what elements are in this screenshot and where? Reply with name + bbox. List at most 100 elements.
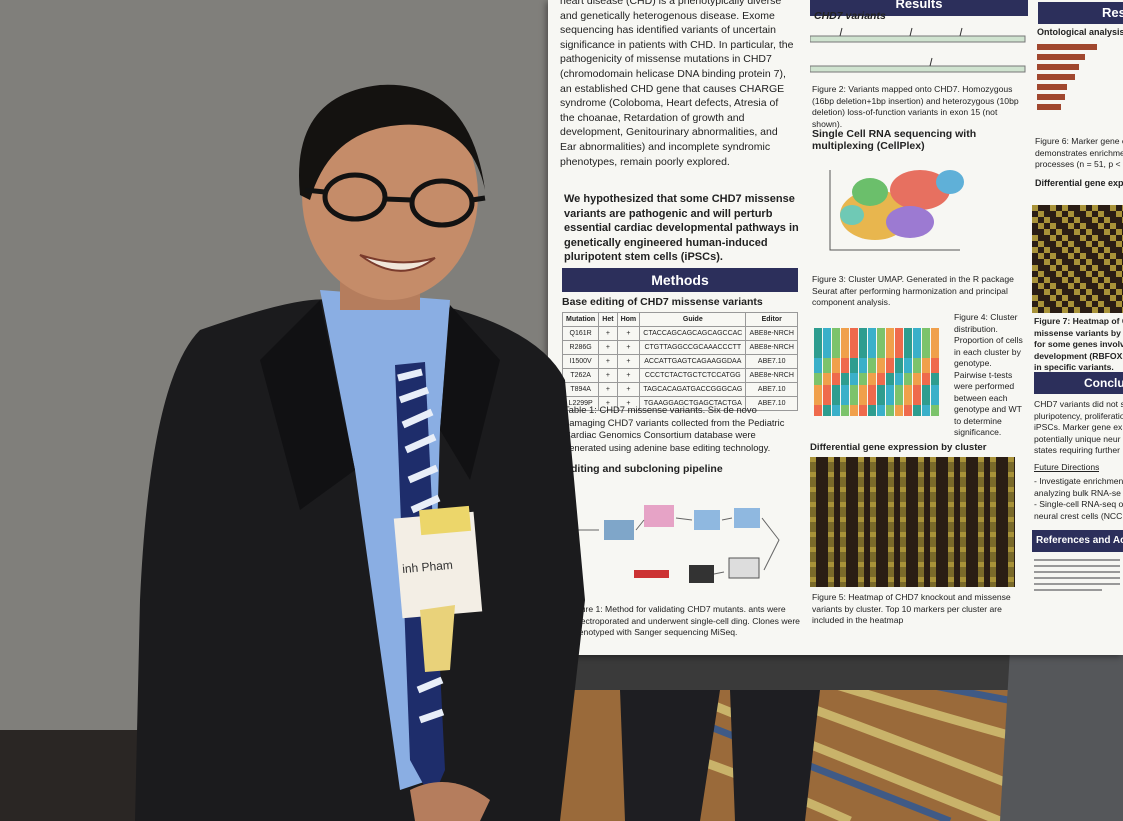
figure-graphic: [828, 547, 834, 552]
figure-graphic: [870, 462, 876, 467]
figure-graphic: [990, 577, 996, 582]
figure-graphic: [810, 467, 816, 472]
figure-graphic: [828, 542, 834, 547]
figure-graphic: [814, 373, 822, 385]
figure-graphic: [840, 517, 846, 522]
figure-graphic: [990, 517, 996, 522]
table-header: Mutation Het Hom Guide Editor: [561, 312, 798, 327]
hands: [410, 782, 490, 821]
figure-graphic: [832, 328, 840, 358]
figure-graphic: [888, 497, 894, 502]
figure-graphic: [888, 512, 894, 517]
figure-graphic: [868, 405, 876, 416]
figure-graphic: [948, 572, 954, 577]
figure-graphic: [877, 358, 885, 373]
figure-graphic: [888, 472, 894, 477]
figure-graphic: [1074, 247, 1080, 253]
figure-graphic: [978, 517, 984, 522]
figure-graphic: [850, 328, 858, 358]
figure-graphic: [990, 492, 996, 497]
carpet-pattern: [638, 675, 1102, 821]
figure-graphic: [922, 328, 930, 358]
figure-graphic: [900, 502, 906, 507]
figure-graphic: [858, 517, 864, 522]
figure-graphic: [913, 405, 921, 416]
figure-graphic: [1104, 259, 1110, 265]
figure-graphic: [858, 467, 864, 472]
figure-graphic: [1074, 229, 1080, 235]
figure-graphic: [931, 405, 939, 416]
figure-graphic: [1008, 562, 1014, 567]
figure-graphic: [888, 517, 894, 522]
table-cell: +: [598, 396, 618, 411]
figure-graphic: [1008, 532, 1014, 537]
figure-graphic: [948, 537, 954, 542]
figure-graphic: [978, 557, 984, 562]
figure-graphic: [870, 582, 876, 587]
figure-graphic: [870, 467, 876, 472]
figure-graphic: [1008, 472, 1014, 477]
figure-graphic: [841, 373, 849, 385]
figure-graphic: [948, 547, 954, 552]
smile: [359, 254, 436, 272]
figure-graphic: [1104, 277, 1110, 283]
figure-graphic: [960, 542, 966, 547]
figure-graphic: [828, 577, 834, 582]
figure-graphic: [859, 405, 867, 416]
figure-graphic: [1032, 307, 1038, 313]
figure-graphic: [858, 547, 864, 552]
legs: [730, 690, 820, 821]
figure-graphic: [840, 502, 846, 507]
figure-graphic: [1098, 301, 1104, 307]
figure-graphic: [900, 507, 906, 512]
figure-graphic: [810, 462, 816, 467]
figure-graphic: [840, 537, 846, 542]
figure-graphic: [1056, 271, 1062, 277]
figure-graphic: [810, 572, 816, 577]
subheading: Future Directions: [1034, 462, 1100, 472]
figure-graphic: [960, 517, 966, 522]
figure-graphic: [948, 492, 954, 497]
pipeline-figure: [574, 505, 780, 583]
figure-graphic: [948, 582, 954, 587]
figure-graphic: [870, 577, 876, 582]
figure-graphic: [877, 405, 885, 416]
figure-graphic: [1008, 487, 1014, 492]
figure-graphic: [858, 477, 864, 482]
figure-graphic: [948, 502, 954, 507]
figure-graphic: [1056, 259, 1062, 265]
figure-graphic: [840, 562, 846, 567]
figure-graphic: [828, 582, 834, 587]
table-row: R286G + + CTGTTAGGCCGCAAACCCTT ABE8e-NRCH: [561, 340, 798, 355]
subheading: Editing and subcloning pipeline: [564, 463, 723, 475]
figure-graphic: [810, 507, 816, 512]
figure-graphic: [888, 492, 894, 497]
figure-graphic: [918, 512, 924, 517]
figure-graphic: [960, 527, 966, 532]
figure-graphic: [1056, 301, 1062, 307]
figure-graphic: [1038, 223, 1044, 229]
figure-graphic: [913, 358, 921, 373]
figure-graphic: [1068, 241, 1074, 247]
figure-graphic: [1104, 229, 1110, 235]
figure-graphic: [870, 472, 876, 477]
figure-graphic: [840, 512, 846, 517]
figure-graphic: [1032, 265, 1038, 271]
text-line: Figure 7: Heatmap of C: [1034, 316, 1123, 326]
figure-graphic: [930, 477, 936, 482]
figure-graphic: [858, 457, 864, 462]
figure-graphic: [840, 487, 846, 492]
figure-graphic: [810, 457, 816, 462]
figure-graphic: [840, 572, 846, 577]
figure-graphic: [948, 577, 954, 582]
badge-ribbon: [419, 505, 472, 536]
figure-graphic: [918, 507, 924, 512]
figure-graphic: [828, 572, 834, 577]
figure-graphic: [1008, 467, 1014, 472]
figure-graphic: [978, 547, 984, 552]
table-row: Q161R + + CTACCAGCAGCAGCAGCCAC ABE8e-NRCH: [561, 326, 798, 341]
figure-graphic: [978, 482, 984, 487]
figure-graphic: [1098, 283, 1104, 289]
figure-graphic: [858, 512, 864, 517]
